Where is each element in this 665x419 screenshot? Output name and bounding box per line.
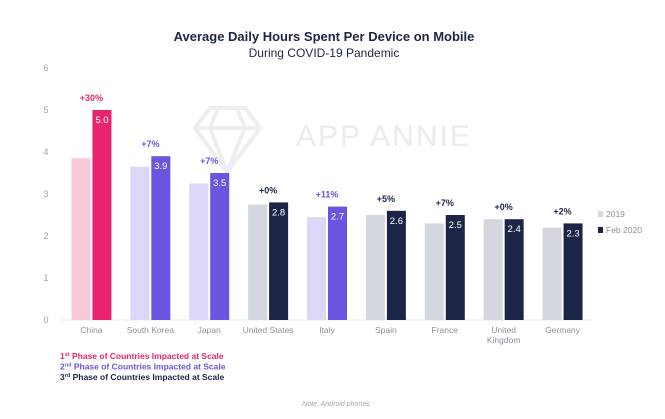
x-tick-label: Italy [319,325,335,335]
data-label: 3.9 [154,161,167,172]
phase-legend-2: 2nd Phase of Countries Impacted at Scale [60,362,226,372]
x-tick-label: France [432,325,459,335]
bar-feb-2020-united-states [269,202,289,320]
data-label: 2.4 [508,224,521,235]
data-label: 2.8 [272,207,285,218]
chart-subtitle: During COVID-19 Pandemic [249,46,400,60]
bar-feb-2020-japan [210,173,230,320]
bar-feb-2020-united-kingdom [504,219,524,320]
y-tick-label: 5 [43,105,48,115]
legend-label-2019: 2019 [606,209,625,219]
y-tick-label: 2 [43,231,48,241]
x-tick-label: Spain [375,325,397,335]
legend: 2019 Feb 2020 [598,209,642,235]
data-label: 2.6 [390,216,403,227]
x-tick-label: South Korea [127,325,175,335]
phase-legend-1: 1st Phase of Countries Impacted at Scale [60,351,224,361]
y-tick-label: 6 [43,63,48,73]
bar-2019-south-korea [130,166,150,320]
change-label: +7% [141,139,159,149]
bar-2019-spain [365,215,385,320]
diamond-logo-icon [192,106,263,176]
bar-2019-united-kingdom [483,219,503,320]
bar-feb-2020-south-korea [151,156,171,320]
bar-2019-china [71,158,91,320]
bar-2019-germany [542,227,562,320]
y-tick-label: 3 [43,189,48,199]
legend-swatch-feb-2020 [598,227,603,233]
bar-2019-japan [189,183,209,320]
change-label: +30% [80,93,103,103]
change-label: +5% [377,194,395,204]
data-label: 3.5 [213,178,226,189]
x-axis: China South Korea Japan United States Italy S… [80,325,580,345]
bar-feb-2020-italy [328,206,347,320]
change-label: +0% [495,202,513,212]
bars: 5.0 +30% 3.9 +7% 3.5 +7% 2.8 +0% 2.7 +11% 2.6 +5% 2.… [71,93,583,320]
phase-legend-3: 3rd Phase of Countries Impacted at Scale [60,372,224,382]
bar-feb-2020-spain [386,210,406,320]
data-label: 2.5 [449,220,462,231]
watermark-text: APP ANNIE [296,120,472,153]
change-label: +0% [259,185,277,195]
y-axis: 0 1 2 3 4 5 6 [43,63,592,325]
bar-2019-france [424,223,444,320]
bar-feb-2020-germany [563,223,583,320]
legend-swatch-2019 [598,211,603,217]
x-tick-label: Japan [198,325,221,335]
bar-feb-2020-china [92,110,112,320]
bar-2019-italy [307,217,326,320]
phase-legend: 1st Phase of Countries Impacted at Scale… [60,351,226,382]
y-tick-label: 1 [43,273,48,283]
legend-label-feb-2020: Feb 2020 [606,225,642,235]
change-label: +2% [553,206,571,216]
y-tick-label: 0 [43,315,48,325]
x-tick-label: Kingdom [487,335,521,345]
data-label: 5.0 [95,115,108,126]
chart-title: Average Daily Hours Spent Per Device on … [174,29,475,44]
change-label: +7% [200,156,218,166]
y-tick-label: 4 [43,147,48,157]
bar-feb-2020-france [445,215,465,320]
change-label: +11% [316,190,339,200]
x-tick-label: United [491,325,516,335]
watermark: APP ANNIE [192,106,472,176]
data-label: 2.7 [331,212,344,223]
bar-2019-united-states [248,204,268,320]
x-tick-label: Germany [545,325,581,335]
x-tick-label: China [80,325,102,335]
change-label: +7% [436,198,454,208]
x-tick-label: United States [243,325,294,335]
note: Note: Android phones [302,401,370,408]
data-label: 2.3 [566,228,579,239]
